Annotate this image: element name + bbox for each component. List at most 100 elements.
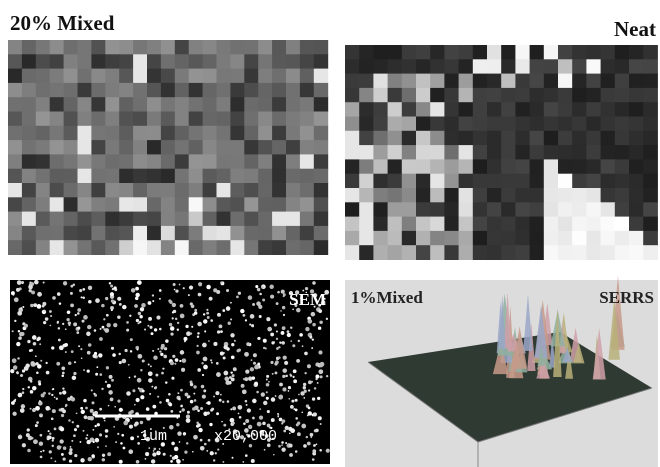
pixel [230, 226, 244, 241]
pixel [119, 97, 133, 112]
particle [175, 318, 177, 320]
particle [207, 316, 210, 319]
particle [217, 448, 219, 450]
particle [113, 286, 116, 289]
particle [219, 324, 223, 328]
particle [128, 364, 130, 366]
pixel [8, 54, 22, 69]
pixel [586, 131, 601, 146]
particle [174, 363, 176, 365]
pixel [430, 245, 445, 260]
particle [206, 450, 208, 452]
pixel [629, 102, 644, 117]
particle [43, 321, 46, 324]
particle [46, 371, 50, 375]
particle [290, 405, 294, 409]
pixel [36, 97, 50, 112]
particle [144, 328, 146, 330]
pixel [217, 240, 231, 255]
pixel [203, 69, 217, 84]
particle [211, 362, 213, 364]
particle [83, 399, 87, 403]
pixel [558, 231, 573, 246]
particle [232, 457, 234, 459]
particle [88, 286, 92, 290]
pixel [147, 97, 161, 112]
pixel [586, 102, 601, 117]
particle [254, 365, 259, 370]
pixel [515, 74, 530, 89]
particle [278, 395, 283, 400]
pixel [487, 102, 502, 117]
pixel [133, 140, 147, 155]
pixel [615, 74, 630, 89]
pixel [147, 197, 161, 212]
pixel [629, 59, 644, 74]
particle [312, 397, 315, 400]
pixel [515, 202, 530, 217]
particle [40, 451, 42, 453]
pixel [78, 140, 92, 155]
particle [281, 290, 285, 294]
particle [34, 280, 39, 285]
particle [282, 326, 286, 330]
pixel [119, 183, 133, 198]
particle [190, 332, 192, 334]
particle [60, 427, 64, 431]
pixel [459, 59, 474, 74]
particle [280, 310, 282, 312]
pixel [530, 174, 545, 189]
particle [49, 408, 51, 410]
particle [326, 375, 328, 377]
particle [194, 311, 197, 314]
particle [19, 332, 23, 336]
particle [226, 306, 231, 311]
particle [242, 390, 247, 395]
pixel [388, 102, 403, 117]
particle [275, 395, 277, 397]
pixel [230, 183, 244, 198]
pixel [314, 183, 328, 198]
particle [284, 361, 288, 365]
particle [159, 401, 162, 404]
pixel [91, 54, 105, 69]
particle [115, 441, 117, 443]
pixel [147, 183, 161, 198]
pixel [388, 88, 403, 103]
particle [271, 418, 275, 422]
particle [223, 357, 226, 360]
pixel [643, 102, 658, 117]
pixel [444, 159, 459, 174]
pixel [230, 240, 244, 255]
pixel [402, 74, 417, 89]
pixel [258, 212, 272, 227]
pixel [133, 83, 147, 98]
particle [281, 441, 284, 444]
particle [316, 443, 318, 445]
particle [59, 302, 62, 305]
pixel [515, 88, 530, 103]
pixel [615, 131, 630, 146]
pixel [473, 117, 488, 132]
particle [105, 297, 108, 300]
particle [270, 333, 274, 337]
particle [48, 430, 50, 432]
particle [111, 299, 114, 302]
pixel [643, 217, 658, 232]
pixel [272, 169, 286, 184]
pixel [105, 97, 119, 112]
pixel [8, 69, 22, 84]
pixel [459, 117, 474, 132]
particle [35, 406, 40, 411]
particle [157, 348, 159, 350]
particle [320, 423, 322, 425]
pixel [258, 54, 272, 69]
pixel [643, 117, 658, 132]
particle [18, 330, 20, 332]
pixel [105, 69, 119, 84]
pixel [78, 97, 92, 112]
particle [166, 399, 170, 403]
particle [247, 408, 251, 412]
particle [52, 437, 55, 440]
pixel [105, 183, 119, 198]
